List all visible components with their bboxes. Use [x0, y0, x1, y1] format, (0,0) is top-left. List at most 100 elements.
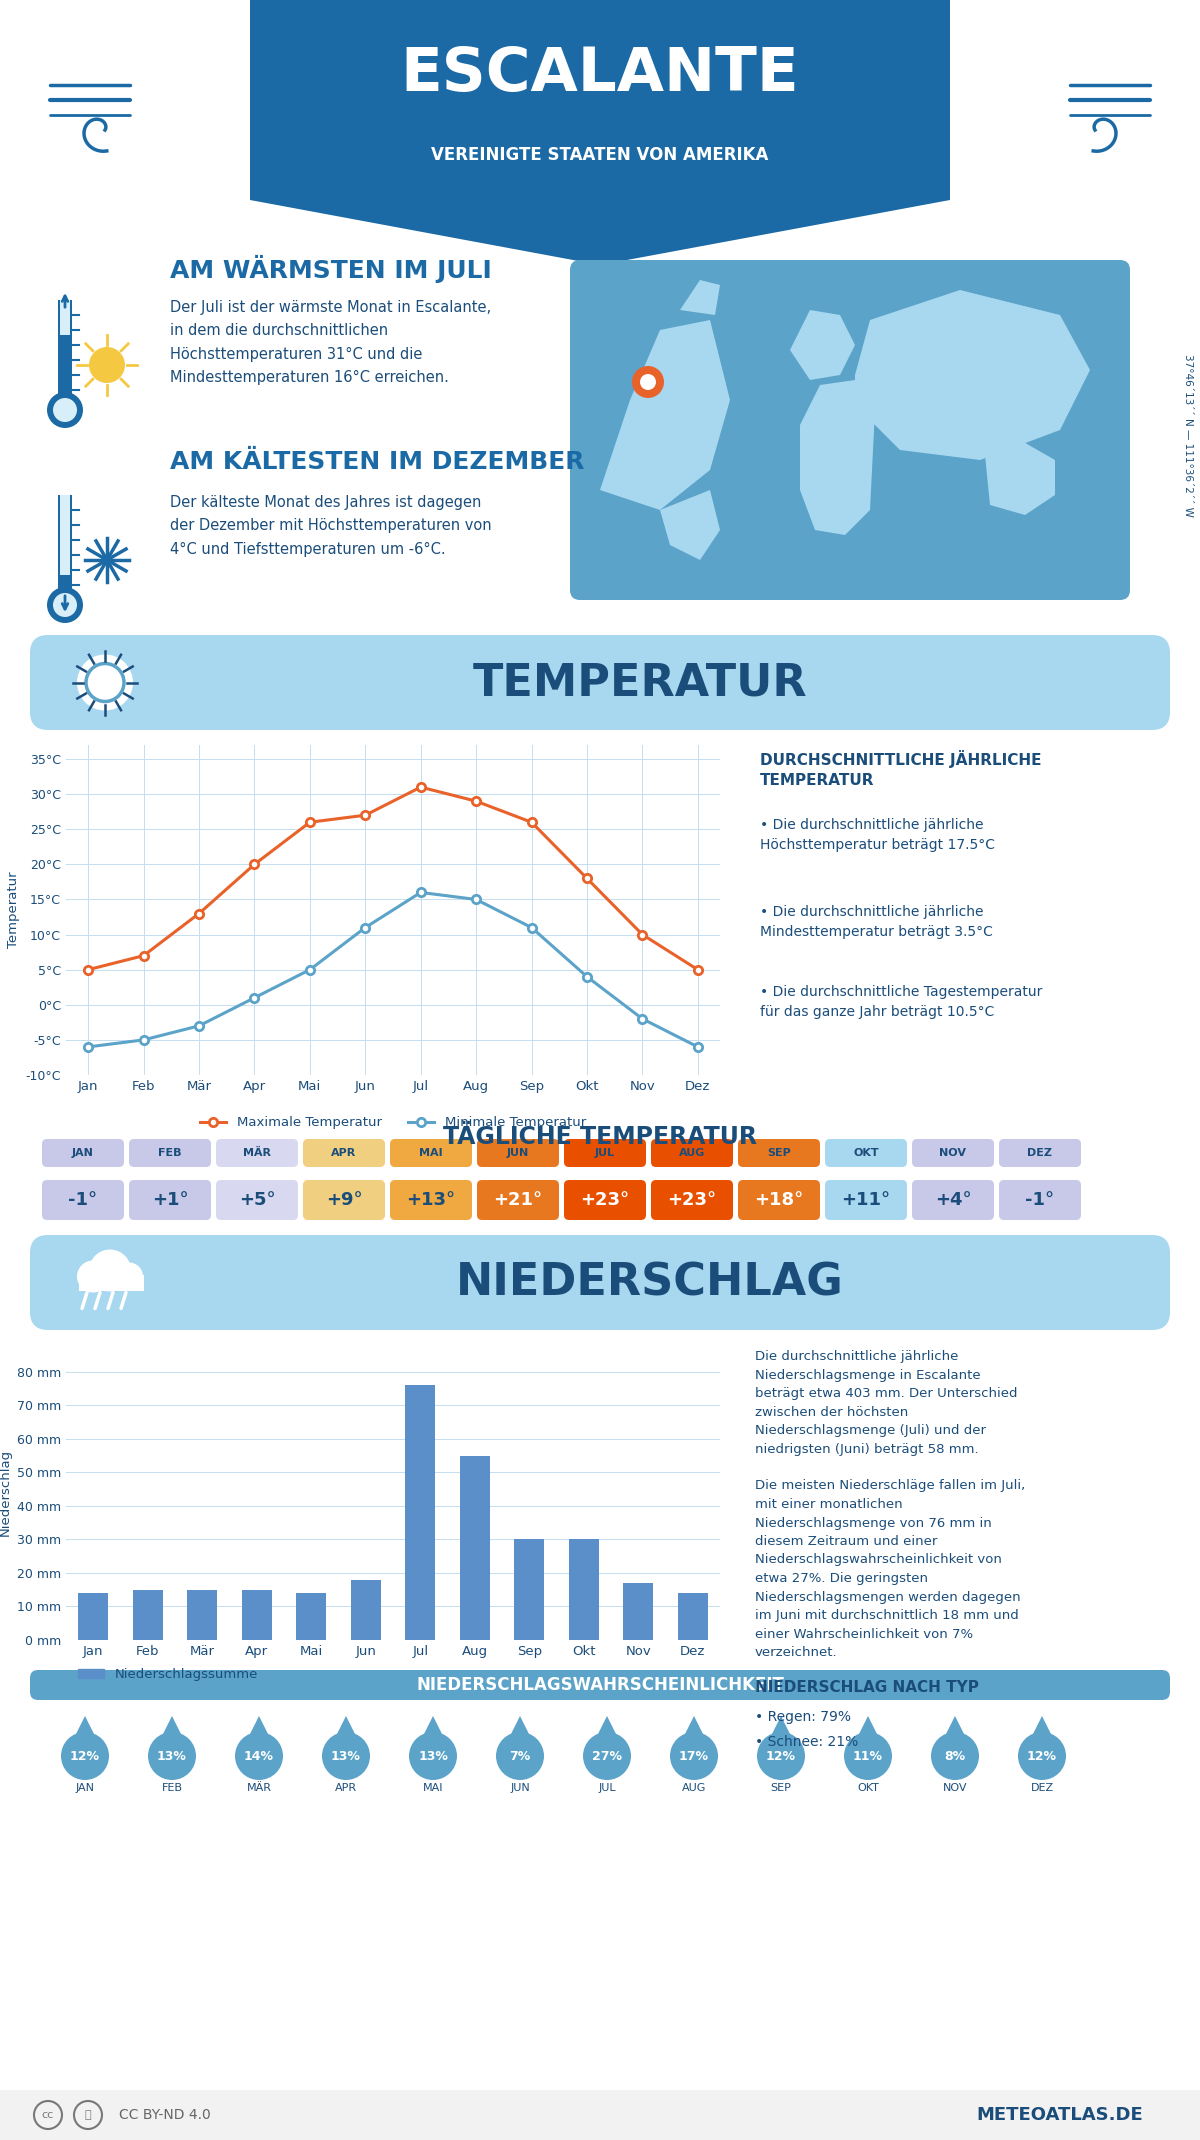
Text: • Regen: 79%: • Regen: 79%: [755, 1710, 851, 1725]
Bar: [133, 1590, 163, 1639]
Text: METEOATLAS.DE: METEOATLAS.DE: [977, 2106, 1144, 2125]
Bar: [60, 300, 70, 400]
Text: JUN: JUN: [506, 1147, 529, 1158]
Polygon shape: [1032, 1716, 1052, 1736]
Polygon shape: [854, 291, 1090, 460]
Text: +21°: +21°: [493, 1192, 542, 1209]
Text: AUG: AUG: [679, 1147, 706, 1158]
Bar: [515, 1539, 545, 1639]
Text: 8%: 8%: [944, 1751, 966, 1763]
Y-axis label: Temperatur: Temperatur: [7, 871, 20, 948]
Bar: [58, 576, 72, 595]
Bar: [0, 0, 1200, 199]
Polygon shape: [858, 1716, 878, 1736]
FancyBboxPatch shape: [826, 1179, 907, 1220]
FancyBboxPatch shape: [30, 636, 1170, 730]
Circle shape: [670, 1731, 718, 1780]
Polygon shape: [946, 1716, 965, 1736]
Bar: [406, 1385, 436, 1639]
FancyBboxPatch shape: [42, 1179, 124, 1220]
Text: 27%: 27%: [592, 1751, 622, 1763]
FancyBboxPatch shape: [564, 1138, 646, 1166]
Bar: [350, 1579, 380, 1639]
Text: -1°: -1°: [1026, 1192, 1055, 1209]
Text: FEB: FEB: [158, 1147, 181, 1158]
Text: +13°: +13°: [407, 1192, 456, 1209]
Bar: [58, 494, 72, 595]
Polygon shape: [600, 321, 730, 509]
Circle shape: [70, 646, 142, 719]
FancyBboxPatch shape: [998, 1179, 1081, 1220]
Circle shape: [496, 1731, 544, 1780]
Legend: Maximale Temperatur, Minimale Temperatur: Maximale Temperatur, Minimale Temperatur: [194, 1111, 592, 1134]
Text: 12%: 12%: [1027, 1751, 1057, 1763]
FancyBboxPatch shape: [390, 1138, 472, 1166]
Text: DURCHSCHNITTLICHE JÄHRLICHE
TEMPERATUR: DURCHSCHNITTLICHE JÄHRLICHE TEMPERATUR: [760, 749, 1042, 788]
Text: +4°: +4°: [935, 1192, 971, 1209]
Text: ⓘ: ⓘ: [85, 2110, 91, 2121]
Text: 37°46´13´´ N — 111°36´2´´ W: 37°46´13´´ N — 111°36´2´´ W: [1183, 353, 1193, 516]
FancyBboxPatch shape: [130, 1138, 211, 1166]
Circle shape: [89, 347, 125, 383]
Circle shape: [86, 663, 124, 702]
Polygon shape: [800, 381, 875, 535]
Circle shape: [1018, 1731, 1066, 1780]
Text: NOV: NOV: [943, 1783, 967, 1793]
Text: 13%: 13%: [331, 1751, 361, 1763]
Bar: [623, 1584, 653, 1639]
FancyBboxPatch shape: [42, 1138, 124, 1166]
Polygon shape: [598, 1716, 617, 1736]
Text: NOV: NOV: [940, 1147, 966, 1158]
Bar: [78, 1592, 108, 1639]
Circle shape: [409, 1731, 457, 1780]
Circle shape: [77, 1260, 109, 1293]
Text: +1°: +1°: [151, 1192, 188, 1209]
Circle shape: [844, 1731, 892, 1780]
Circle shape: [89, 1250, 131, 1293]
Circle shape: [47, 392, 83, 428]
Text: CC BY-ND 4.0: CC BY-ND 4.0: [119, 2108, 211, 2123]
Bar: [79, 1275, 144, 1290]
Text: OKT: OKT: [853, 1147, 878, 1158]
Circle shape: [47, 586, 83, 623]
Text: MAI: MAI: [419, 1147, 443, 1158]
Text: 14%: 14%: [244, 1751, 274, 1763]
Text: 7%: 7%: [509, 1751, 530, 1763]
Text: +23°: +23°: [581, 1192, 630, 1209]
FancyBboxPatch shape: [30, 1669, 1170, 1699]
Text: • Die durchschnittliche jährliche
Mindesttemperatur beträgt 3.5°C: • Die durchschnittliche jährliche Mindes…: [760, 905, 992, 939]
Polygon shape: [680, 280, 720, 315]
Polygon shape: [162, 1716, 182, 1736]
Bar: [569, 1539, 599, 1639]
FancyBboxPatch shape: [30, 1235, 1170, 1329]
Bar: [460, 1455, 490, 1639]
FancyBboxPatch shape: [302, 1179, 385, 1220]
Text: JUL: JUL: [595, 1147, 616, 1158]
Circle shape: [148, 1731, 196, 1780]
Polygon shape: [74, 1716, 95, 1736]
Text: Der Juli ist der wärmste Monat in Escalante,
in dem die durchschnittlichen
Höchs: Der Juli ist der wärmste Monat in Escala…: [170, 300, 491, 385]
Text: DEZ: DEZ: [1031, 1783, 1054, 1793]
Text: DEZ: DEZ: [1027, 1147, 1052, 1158]
Text: • Die durchschnittliche jährliche
Höchsttemperatur beträgt 17.5°C: • Die durchschnittliche jährliche Höchst…: [760, 817, 995, 852]
Polygon shape: [250, 1716, 269, 1736]
FancyBboxPatch shape: [216, 1179, 298, 1220]
Circle shape: [102, 554, 112, 565]
Text: AM WÄRMSTEN IM JULI: AM WÄRMSTEN IM JULI: [170, 255, 492, 282]
Text: +11°: +11°: [841, 1192, 890, 1209]
Text: NIEDERSCHLAG NACH TYP: NIEDERSCHLAG NACH TYP: [755, 1680, 979, 1695]
FancyBboxPatch shape: [130, 1179, 211, 1220]
Text: MAI: MAI: [422, 1783, 443, 1793]
FancyBboxPatch shape: [826, 1138, 907, 1166]
Text: cc: cc: [42, 2110, 54, 2121]
FancyBboxPatch shape: [650, 1138, 733, 1166]
FancyBboxPatch shape: [570, 259, 1130, 599]
Text: MÄR: MÄR: [246, 1783, 271, 1793]
Bar: [187, 1590, 217, 1639]
Text: 12%: 12%: [766, 1751, 796, 1763]
FancyBboxPatch shape: [302, 1138, 385, 1166]
Text: -1°: -1°: [68, 1192, 97, 1209]
FancyBboxPatch shape: [738, 1138, 820, 1166]
Text: 13%: 13%: [157, 1751, 187, 1763]
Text: MÄR: MÄR: [242, 1147, 271, 1158]
